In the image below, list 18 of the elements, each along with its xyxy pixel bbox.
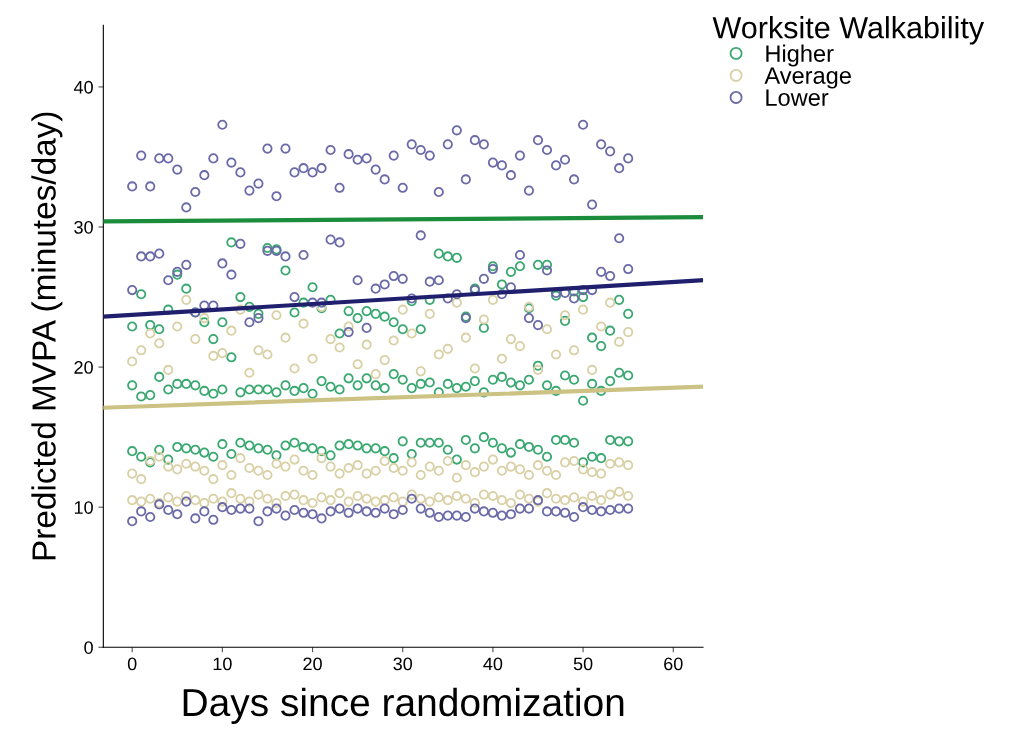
legend-label: Lower (766, 89, 829, 106)
legend-title: Worksite Walkability (712, 16, 985, 45)
y-tick-label: 20 (74, 361, 93, 374)
x-tick-label: 30 (393, 657, 413, 671)
y-axis-title: Predicted MVPA (minutes/day) (31, 112, 63, 560)
x-axis-title: Days since randomization (183, 687, 624, 724)
y-tick-label: 40 (73, 80, 93, 94)
x-tick-label: 50 (573, 657, 593, 671)
x-tick-label: 60 (664, 657, 683, 671)
x-tick-label: 20 (303, 657, 322, 671)
y-tick-label: 10 (74, 501, 93, 514)
y-tick-label: 0 (84, 641, 93, 654)
x-tick-label: 0 (127, 657, 137, 671)
y-tick-label: 30 (74, 220, 93, 234)
legend-label: Higher (766, 44, 834, 67)
x-tick-label: 10 (213, 657, 232, 671)
x-tick-label: 40 (483, 657, 503, 671)
legend-label: Average (764, 67, 851, 89)
